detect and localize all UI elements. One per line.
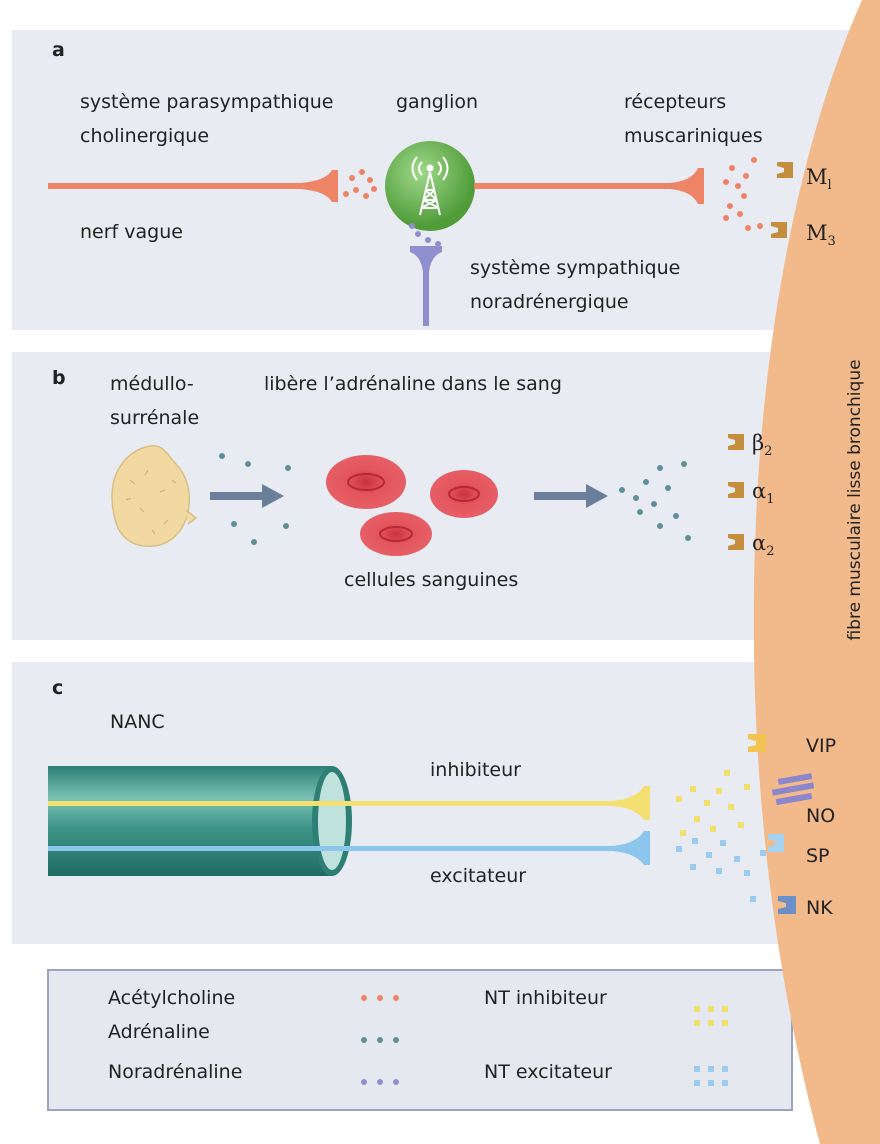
inhibitory-nt-dots: [676, 770, 750, 836]
legend-adrenaline-swatch: [361, 1037, 399, 1043]
vip-receptor: VIP: [748, 734, 836, 757]
postganglionic-fiber: [474, 168, 704, 204]
legend-noradrenaline-label: Noradrénaline: [108, 1061, 242, 1083]
m3-subscript: 3: [828, 234, 836, 249]
legend-nt-excitator-swatch: [694, 1066, 728, 1086]
ganglion: [385, 141, 475, 231]
muscle-fiber-label: fibre musculaire lisse bronchique: [845, 359, 865, 640]
no-receptor: NO: [771, 773, 835, 827]
legend-acetylcholine-swatch: [361, 995, 399, 1001]
legend-nt-inhibitor-label: NT inhibiteur: [484, 987, 607, 1009]
beta2-receptor: β2: [728, 431, 772, 459]
m1-subscript: l: [828, 178, 832, 193]
m3-label: M: [806, 221, 828, 245]
preganglionic-acetylcholine-dots: [343, 169, 377, 199]
alpha2-receptor: α2: [728, 531, 774, 559]
legend-acetylcholine-label: Acétylcholine: [108, 987, 235, 1009]
panel-b-letter: b: [52, 367, 66, 389]
sp-label: SP: [806, 845, 830, 867]
excitatory-nt-dots: [676, 838, 766, 902]
receptors-label-line1: récepteurs: [624, 91, 726, 113]
nk-receptor: NK: [778, 896, 833, 919]
smooth-muscle-fiber: [753, 0, 880, 1144]
red-blood-cell-1: [326, 455, 406, 509]
alpha1-receptor: α1: [728, 479, 774, 507]
beta2-subscript: 2: [764, 444, 772, 459]
adrenaline-dots-muscle: [619, 461, 691, 541]
legend-box: [47, 969, 793, 1111]
receptors-label-line2: muscariniques: [624, 125, 763, 147]
postganglionic-acetylcholine-dots: [723, 157, 763, 231]
svg-text:α2: α2: [752, 531, 774, 559]
release-label: libère l’adrénaline dans le sang: [264, 373, 562, 395]
legend-nt-inhibitor-swatch: [694, 1006, 728, 1026]
alpha1-subscript: 1: [766, 492, 774, 507]
parasympathetic-label-line2: cholinergique: [80, 125, 209, 147]
m1-receptor: Ml: [777, 162, 832, 193]
parasympathetic-label-line1: système parasympathique: [80, 91, 334, 113]
svg-text:M3: M3: [806, 221, 836, 249]
nerve-bundle: [48, 766, 352, 876]
alpha2-subscript: 2: [766, 544, 774, 559]
svg-text:α1: α1: [752, 479, 774, 507]
m1-label: M: [806, 165, 828, 189]
alpha2-label: α: [752, 531, 766, 555]
beta2-label: β: [752, 431, 764, 455]
sympathetic-label-line1: système sympathique: [470, 257, 680, 279]
arrow-blood-to-muscle: [534, 484, 608, 508]
legend-adrenaline-label: Adrénaline: [108, 1021, 210, 1043]
preganglionic-vagus-fiber: [48, 170, 338, 202]
no-label: NO: [806, 805, 835, 827]
svg-text:Ml: Ml: [806, 165, 832, 193]
m3-receptor: M3: [771, 221, 836, 249]
excitatory-label: excitateur: [430, 865, 526, 887]
panel-c-letter: c: [52, 677, 63, 699]
nanc-label: NANC: [110, 711, 165, 733]
legend-nt-excitator-label: NT excitateur: [484, 1061, 612, 1083]
inhibitory-label: inhibiteur: [430, 759, 521, 781]
inhibitory-fiber: [48, 786, 650, 820]
legend: Acétylcholine Adrénaline Noradrénaline N…: [108, 987, 728, 1086]
panel-a-letter: a: [52, 39, 65, 61]
gland-label-line2: surrénale: [110, 407, 199, 429]
red-blood-cell-3: [360, 512, 432, 556]
noradrenaline-dots: [409, 223, 441, 247]
blood-cells-label: cellules sanguines: [344, 569, 518, 591]
antenna-tower-icon: [411, 156, 449, 216]
ganglion-label: ganglion: [396, 91, 478, 113]
nk-label: NK: [806, 897, 833, 919]
legend-noradrenaline-swatch: [361, 1079, 399, 1085]
adrenal-gland-icon: [111, 445, 198, 548]
adrenaline-dots-gland: [219, 453, 291, 545]
red-blood-cell-2: [430, 470, 498, 518]
vip-label: VIP: [806, 735, 836, 757]
sympathetic-fiber: [410, 246, 442, 326]
sp-receptor: SP: [768, 834, 830, 867]
alpha1-label: α: [752, 479, 766, 503]
arrow-gland-to-blood: [210, 484, 284, 508]
gland-label-line1: médullo-: [110, 373, 194, 395]
vagus-nerve-label: nerf vague: [80, 221, 183, 243]
svg-text:β2: β2: [752, 431, 772, 459]
sympathetic-label-line2: noradrénergique: [470, 291, 629, 313]
excitatory-fiber: [48, 831, 650, 865]
